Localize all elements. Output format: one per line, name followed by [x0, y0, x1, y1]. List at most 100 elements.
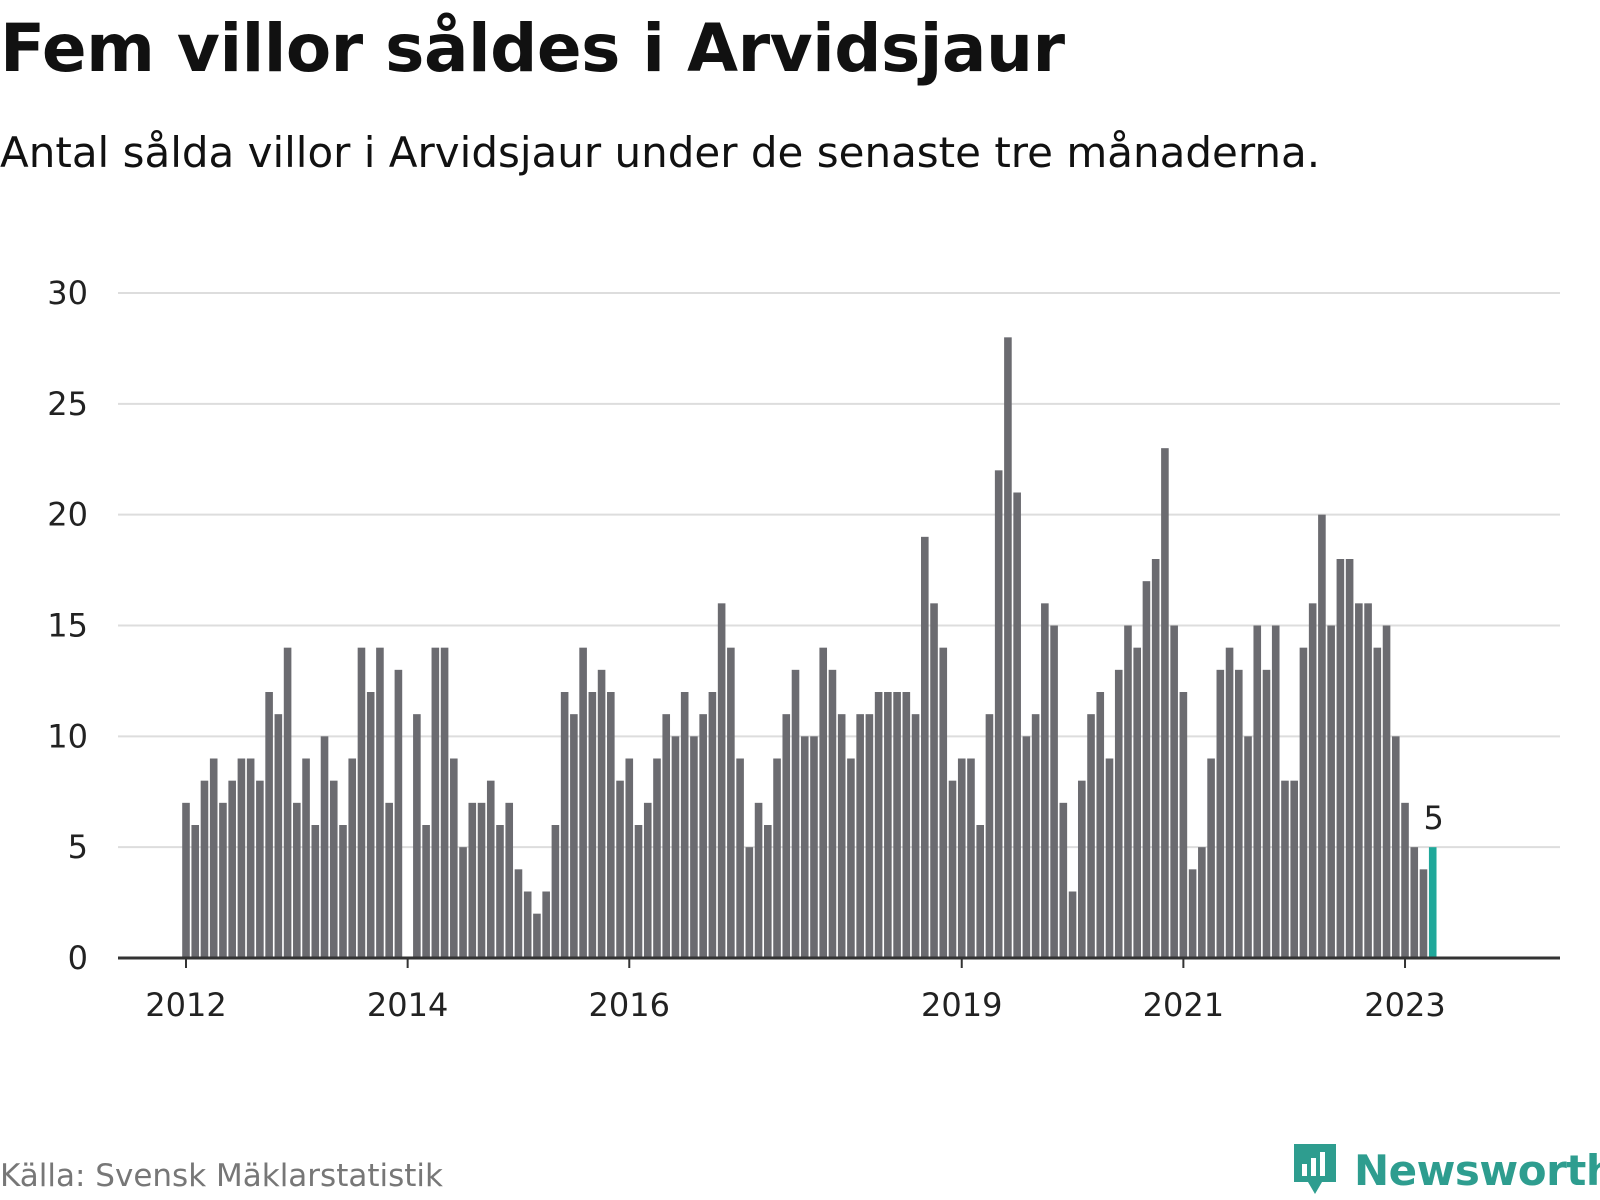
bar [1179, 692, 1188, 958]
y-tick-label: 30 [47, 274, 88, 312]
bar [921, 536, 929, 958]
bar [699, 714, 707, 958]
data-label: 5 [1424, 799, 1444, 837]
bar [1345, 559, 1354, 958]
bar [385, 802, 393, 958]
bar [847, 758, 855, 958]
bar [773, 758, 781, 958]
bar [283, 647, 292, 958]
bar [957, 758, 966, 958]
bar [828, 669, 837, 958]
bar [884, 692, 892, 958]
annotations: 5 [1424, 799, 1444, 837]
x-axis-labels: 2012 2014 2016 2019 2021 2023 [145, 986, 1445, 1024]
bar [837, 714, 846, 958]
bar [348, 758, 357, 958]
bar [782, 714, 791, 958]
y-tick-label: 5 [68, 828, 88, 866]
bar [856, 714, 864, 958]
bar [1244, 736, 1252, 958]
chart-title: Fem villor såldes i Arvidsjaur [0, 10, 1065, 87]
bar [422, 825, 430, 958]
bar [533, 913, 541, 958]
bar [634, 825, 643, 958]
bar [1096, 692, 1105, 958]
bar [902, 692, 911, 958]
x-tick-label: 2021 [1143, 986, 1224, 1024]
y-axis-labels: 0 5 10 15 20 25 30 [47, 274, 88, 977]
bar [800, 736, 809, 958]
bar [1428, 847, 1437, 958]
bar [911, 714, 920, 958]
bar [496, 825, 504, 958]
bar [607, 692, 615, 958]
bar [182, 802, 190, 958]
bar [237, 758, 246, 958]
bar [1050, 625, 1058, 958]
bar [339, 825, 347, 958]
bar [1401, 802, 1409, 958]
bar [1336, 559, 1345, 958]
bar [708, 692, 717, 958]
bar [1262, 669, 1271, 958]
bar [754, 802, 763, 958]
bar [893, 692, 901, 958]
bar [994, 470, 1003, 958]
bar [616, 780, 624, 958]
bar [459, 847, 467, 958]
bar [967, 758, 975, 958]
y-tick-label: 25 [47, 385, 88, 423]
bar [1281, 780, 1289, 958]
bar [486, 780, 495, 958]
brand-name: Newsworthy [1354, 1145, 1600, 1195]
bar [329, 780, 338, 958]
bar [588, 692, 597, 958]
bar [662, 714, 671, 958]
bar [1410, 847, 1419, 958]
bar [1059, 802, 1068, 958]
bar [1327, 625, 1335, 958]
bar [320, 736, 329, 958]
bar [1382, 625, 1391, 958]
bar [1364, 603, 1372, 958]
bar [311, 825, 320, 958]
bar [1161, 448, 1169, 958]
bar [560, 692, 569, 958]
bar [671, 736, 680, 958]
bar [1419, 869, 1428, 958]
y-tick-label: 15 [47, 607, 88, 645]
bar [690, 736, 698, 958]
bar [228, 780, 236, 958]
brand-logo: Newsworthy [1290, 1140, 1600, 1200]
x-tick-label: 2012 [145, 986, 226, 1024]
bar [736, 758, 744, 958]
bar [1142, 581, 1151, 958]
x-tick-label: 2014 [367, 986, 448, 1024]
bar [542, 891, 550, 958]
bar [1188, 869, 1197, 958]
bar [1198, 847, 1206, 958]
bar-chart: 0 5 10 15 20 25 30 2012 2014 2016 2019 2021 2023 5 [47, 274, 1560, 1024]
bar [1299, 647, 1308, 958]
bar [1004, 337, 1012, 958]
bar [1216, 669, 1225, 958]
bar [1041, 603, 1049, 958]
bar [930, 603, 938, 958]
bar [1151, 559, 1160, 958]
bar [865, 714, 874, 958]
newsworthy-logo-icon [1294, 1144, 1336, 1194]
bar [366, 692, 375, 958]
bar [394, 669, 403, 958]
bar [1355, 603, 1363, 958]
bar [219, 802, 227, 958]
bar [256, 780, 264, 958]
bar [1234, 669, 1243, 958]
x-tick-label: 2016 [589, 986, 670, 1024]
bar [1022, 736, 1031, 958]
bar [514, 869, 523, 958]
bar [625, 758, 634, 958]
bar [764, 825, 772, 958]
bar [810, 736, 818, 958]
bar [1373, 647, 1382, 958]
bar [246, 758, 255, 958]
